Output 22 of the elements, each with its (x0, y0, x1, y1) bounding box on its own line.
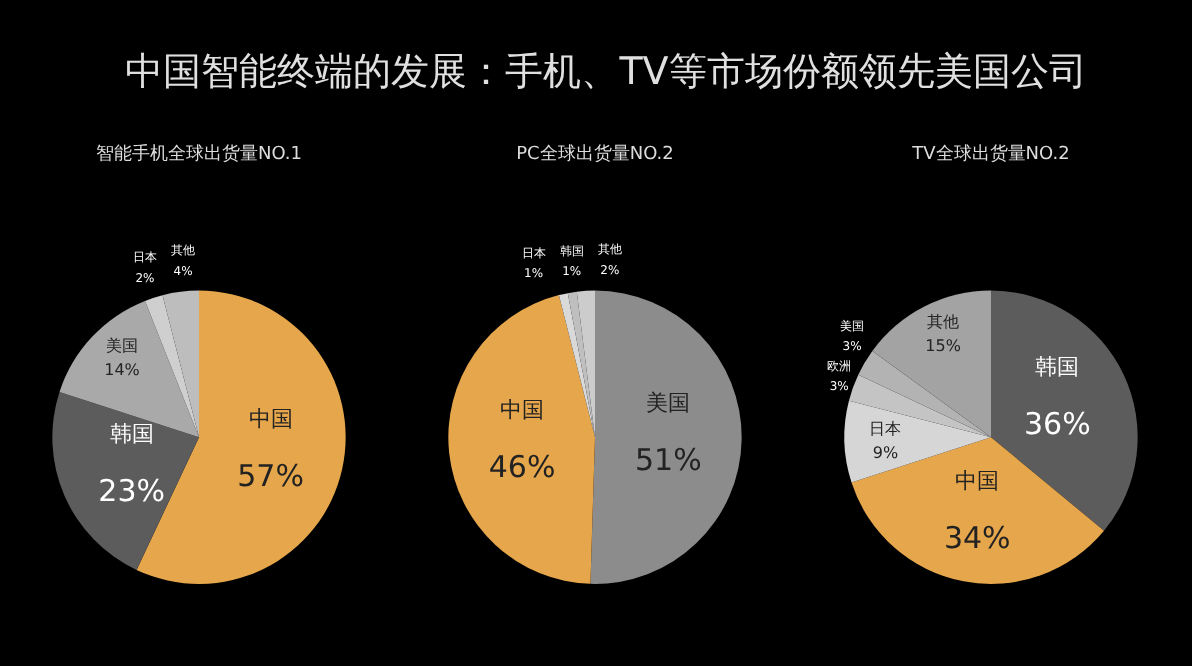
chart-title: TV全球出货量NO.2 (910, 143, 1070, 166)
slice-label: 中国 (955, 467, 1000, 494)
slice-label: 美国 (106, 336, 139, 355)
slice-label: 日本 (869, 419, 902, 438)
slice-label: 韩国 (109, 420, 154, 447)
chart-subtitle: 智能手机全球出货量NO.1 (95, 143, 303, 166)
data-label: 51% (634, 441, 702, 478)
data-label: 46% (488, 449, 556, 486)
data-label: 9% (872, 444, 899, 463)
slice-label: 其他 (927, 312, 960, 331)
data-label: 36% (1024, 406, 1091, 443)
text: 中国智能终端的发展：手机、TV等市场份额领先美国公司 (125, 48, 1087, 98)
slice-label: 中国 (500, 397, 545, 424)
data-label: 14% (104, 361, 141, 380)
slice-label: 韩国 (1035, 354, 1080, 381)
slice-label: 美国 (646, 389, 691, 416)
data-label: 57% (237, 458, 304, 495)
chart-title: PC全球出货量NO.2 (516, 143, 674, 166)
slice-label: 中国 (248, 406, 293, 433)
data-label: 23% (98, 472, 166, 509)
data-label: 15% (925, 337, 962, 356)
data-label: 34% (943, 519, 1011, 556)
